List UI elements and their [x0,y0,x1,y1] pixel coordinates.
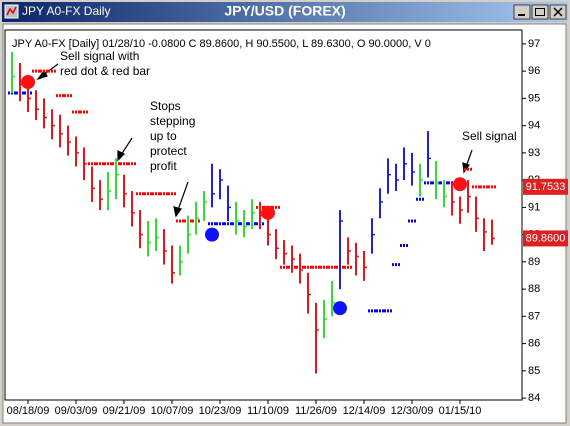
window-buttons [513,4,567,20]
y-tick-label: 88 [528,283,540,295]
x-tick-label: 09/03/09 [55,405,98,417]
annotation: Sell signal with [60,49,139,63]
x-tick-label: 01/15/10 [439,405,482,417]
y-tick-label: 97 [528,38,540,50]
y-tick-label: 87 [528,310,540,322]
annotation: Stops [150,99,181,113]
arrow-head [117,150,126,162]
y-tick-label: 91 [528,201,540,213]
plot [8,52,496,374]
maximize-icon [535,8,545,16]
chart-panel [2,23,567,424]
arrow-head [173,206,182,218]
annotation: Sell signal [462,129,517,143]
x-tick-label: 11/10/09 [247,405,289,417]
arrow [120,137,133,156]
close-icon [553,7,563,17]
window-title: JPY A0-FX Daily [22,4,110,18]
y-tick-label: 86 [528,338,540,350]
arrows [36,63,473,218]
arrow-head [36,69,48,81]
title-bar [2,2,568,22]
y-tick-label: 95 [528,92,540,104]
price-label-box [523,230,568,247]
x-tick-label: 12/30/09 [391,405,434,417]
signal-dot [261,205,275,220]
y-tick-label: 84 [528,392,540,404]
y-tick-label: 94 [528,120,540,132]
signal-dot [21,75,35,90]
y-tick-label: 89 [528,256,540,268]
signal-dot [333,301,347,316]
app-icon-graph [6,6,17,16]
y-tick-label: 96 [528,65,540,77]
x-tick-label: 10/07/09 [151,405,194,417]
annotation: stepping [150,114,195,128]
maximize-button[interactable] [531,4,549,20]
plot-area [4,29,523,401]
x-tick-label: 08/18/09 [7,405,50,417]
annotation: red dot & red bar [60,64,150,78]
signal-dot [205,227,219,242]
x-tick-label: 12/14/09 [343,405,386,417]
legend-text: JPY A0-FX [Daily] 01/28/10 -0.0800 C 89.… [12,38,431,50]
annotation: protect [150,144,187,158]
chart-title: JPY/USD (FOREX) [224,3,345,19]
x-tick-label: 11/26/09 [295,405,337,417]
x-tick-label: 09/21/09 [103,405,146,417]
price-label: 89.8600 [526,232,566,244]
annotation: up to [150,129,177,143]
minimize-button[interactable] [513,4,531,20]
signal-dot [453,177,467,192]
arrow [177,181,189,211]
y-tick-label: 93 [528,147,540,159]
annotation: profit [150,159,177,173]
price-label: 91.7533 [526,181,566,193]
x-tick-label: 10/23/09 [199,405,242,417]
price-label-box [523,178,568,195]
y-tick-label: 85 [528,365,540,377]
